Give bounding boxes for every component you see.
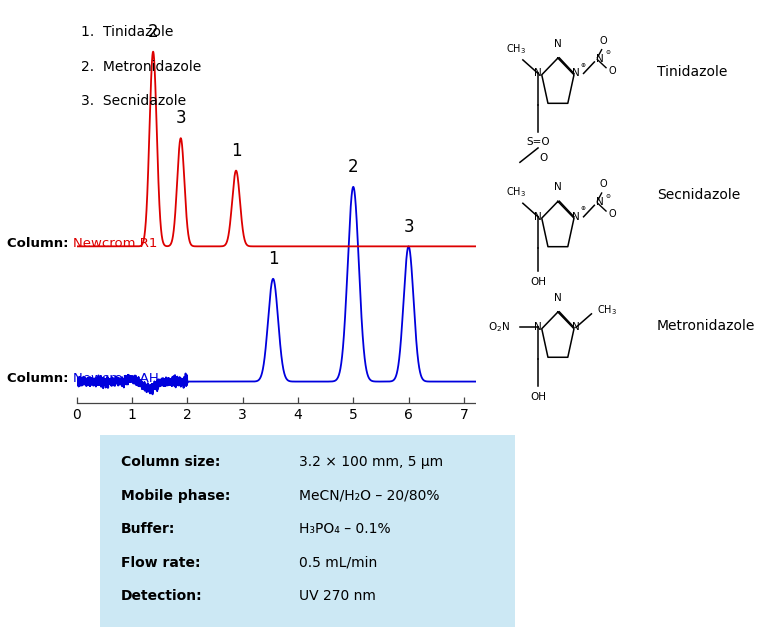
Text: Flow rate:: Flow rate: [121, 556, 200, 570]
Text: Newcrom AH: Newcrom AH [73, 372, 159, 385]
Text: N: N [572, 212, 580, 222]
Text: 1.  Tinidazole: 1. Tinidazole [81, 25, 174, 39]
Text: Column:: Column: [7, 372, 73, 385]
Text: N: N [596, 197, 604, 207]
Text: Buffer:: Buffer: [121, 522, 175, 536]
Text: Metronidazole: Metronidazole [657, 319, 756, 333]
Text: 0.5 mL/min: 0.5 mL/min [299, 556, 377, 570]
Text: Secnidazole: Secnidazole [657, 188, 740, 202]
Text: 1: 1 [230, 142, 241, 160]
Text: $^{\oplus}$: $^{\oplus}$ [581, 61, 587, 70]
Text: 3: 3 [403, 218, 414, 236]
Text: N: N [535, 212, 542, 222]
Text: OH: OH [530, 277, 546, 287]
Text: 3.  Secnidazole: 3. Secnidazole [81, 94, 186, 108]
Text: 3: 3 [175, 109, 186, 127]
Text: min: min [492, 378, 518, 392]
Text: O: O [608, 66, 616, 76]
Text: MeCN/H₂O – 20/80%: MeCN/H₂O – 20/80% [299, 489, 439, 502]
Text: O: O [599, 36, 607, 45]
Text: N: N [535, 323, 542, 332]
Text: 3.2 × 100 mm, 5 μm: 3.2 × 100 mm, 5 μm [299, 455, 443, 469]
Text: 1: 1 [268, 250, 279, 268]
Text: $^{\ominus}$: $^{\ominus}$ [605, 193, 611, 202]
Text: UV 270 nm: UV 270 nm [299, 589, 376, 604]
Text: O: O [539, 153, 548, 163]
Text: H₃PO₄ – 0.1%: H₃PO₄ – 0.1% [299, 522, 391, 536]
Text: OH: OH [530, 392, 546, 402]
Text: CH$_3$: CH$_3$ [505, 42, 525, 56]
Text: S=O: S=O [526, 137, 550, 147]
Text: Detection:: Detection: [121, 589, 202, 604]
Text: CH$_3$: CH$_3$ [505, 186, 525, 199]
Text: $^{\ominus}$: $^{\ominus}$ [605, 49, 611, 58]
Text: O: O [599, 179, 607, 189]
Text: Tinidazole: Tinidazole [657, 65, 727, 79]
Text: N: N [572, 68, 580, 79]
Text: Newcrom R1: Newcrom R1 [73, 237, 157, 250]
Text: N: N [535, 68, 542, 79]
Text: Column size:: Column size: [121, 455, 220, 469]
Text: Column:: Column: [7, 237, 73, 250]
Text: N: N [596, 54, 604, 63]
Text: N: N [554, 39, 561, 49]
Text: 2: 2 [348, 158, 359, 176]
Text: Mobile phase:: Mobile phase: [121, 489, 230, 502]
Text: 2.  Metronidazole: 2. Metronidazole [81, 60, 201, 74]
Text: O$_2$N: O$_2$N [488, 321, 510, 334]
Text: N: N [554, 182, 561, 192]
Text: 2: 2 [147, 23, 158, 41]
Text: $^{\oplus}$: $^{\oplus}$ [581, 205, 587, 214]
Text: N: N [554, 292, 561, 303]
Text: CH$_3$: CH$_3$ [598, 303, 617, 317]
Text: O: O [608, 209, 616, 220]
Text: N: N [572, 323, 580, 332]
